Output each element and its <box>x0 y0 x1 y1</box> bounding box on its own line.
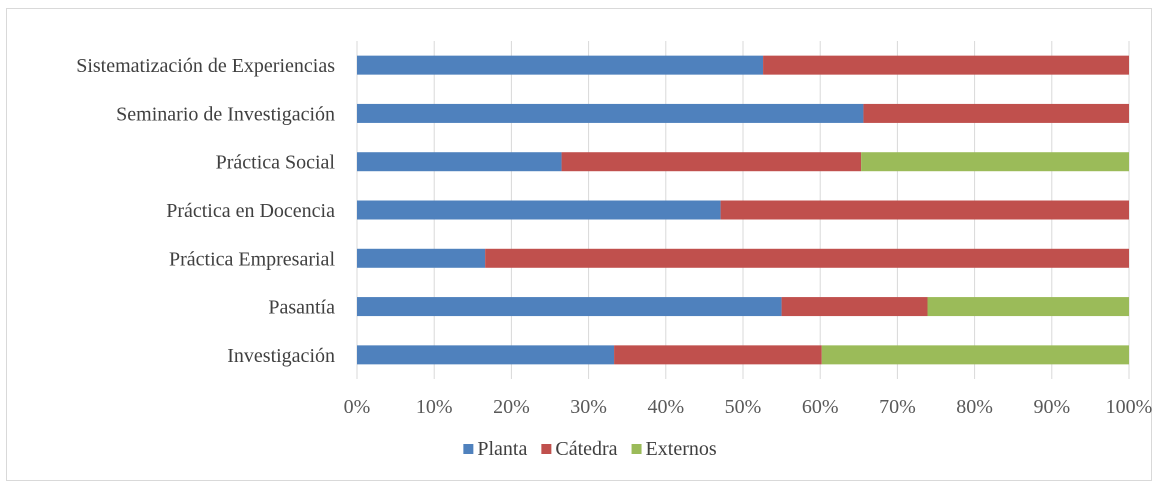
bar-segment-planta <box>357 152 562 172</box>
bar-segment-externos <box>861 152 1129 172</box>
category-labels: Sistematización de Experiencias Seminario… <box>76 55 335 367</box>
bar-segment-planta <box>357 345 615 365</box>
bar-segment-planta <box>357 55 764 75</box>
category-label: Seminario de Investigación <box>116 103 335 125</box>
category-label: Investigación <box>227 345 335 367</box>
x-axis-tick-labels: 0% 10% 20% 30% 40% 50% 60% 70% 80% 90% 100% <box>344 396 1153 418</box>
x-tick-label: 0% <box>344 396 371 418</box>
bar-segment-cátedra <box>614 345 822 365</box>
bar-segment-cátedra <box>720 200 1129 220</box>
legend-item-externos: Externos <box>631 438 717 460</box>
legend-item-cátedra: Cátedra <box>541 438 618 460</box>
category-label: Práctica Empresarial <box>169 248 335 270</box>
x-tick-label: 90% <box>1033 396 1070 418</box>
x-tick-label: 100% <box>1106 396 1153 418</box>
legend-swatch <box>463 444 474 454</box>
bar-segment-externos <box>927 297 1129 317</box>
chart-frame: Sistematización de Experiencias Seminario… <box>6 8 1152 481</box>
stacked-bar-chart: Sistematización de Experiencias Seminario… <box>76 41 1153 460</box>
x-tick-label: 80% <box>956 396 993 418</box>
bar-segment-cátedra <box>561 152 862 172</box>
bar-segment-cátedra <box>763 55 1129 75</box>
legend-label: Planta <box>477 438 527 460</box>
x-tick-label: 20% <box>493 396 530 418</box>
legend: Planta Cátedra Externos <box>463 438 717 460</box>
bar-segment-cátedra <box>781 297 928 317</box>
category-label: Práctica en Docencia <box>166 200 335 222</box>
bar-segment-cátedra <box>485 248 1130 268</box>
x-tick-label: 60% <box>802 396 839 418</box>
bar-segment-externos <box>821 345 1129 365</box>
bar-segment-cátedra <box>863 103 1129 123</box>
bar-segment-planta <box>357 103 864 123</box>
category-label: Práctica Social <box>216 152 336 174</box>
legend-item-planta: Planta <box>463 438 527 460</box>
category-label: Sistematización de Experiencias <box>76 55 335 77</box>
bars <box>357 55 1130 365</box>
legend-label: Cátedra <box>555 438 617 460</box>
x-tick-label: 40% <box>647 396 684 418</box>
legend-swatch <box>541 444 552 454</box>
x-tick-label: 70% <box>879 396 916 418</box>
x-tick-label: 30% <box>570 396 607 418</box>
bar-segment-planta <box>357 200 721 220</box>
bar-segment-planta <box>357 297 782 317</box>
x-tick-label: 50% <box>725 396 762 418</box>
bar-segment-planta <box>357 248 486 268</box>
legend-swatch <box>631 444 642 454</box>
category-label: Pasantía <box>268 297 335 319</box>
x-tick-label: 10% <box>416 396 453 418</box>
legend-label: Externos <box>646 438 717 460</box>
